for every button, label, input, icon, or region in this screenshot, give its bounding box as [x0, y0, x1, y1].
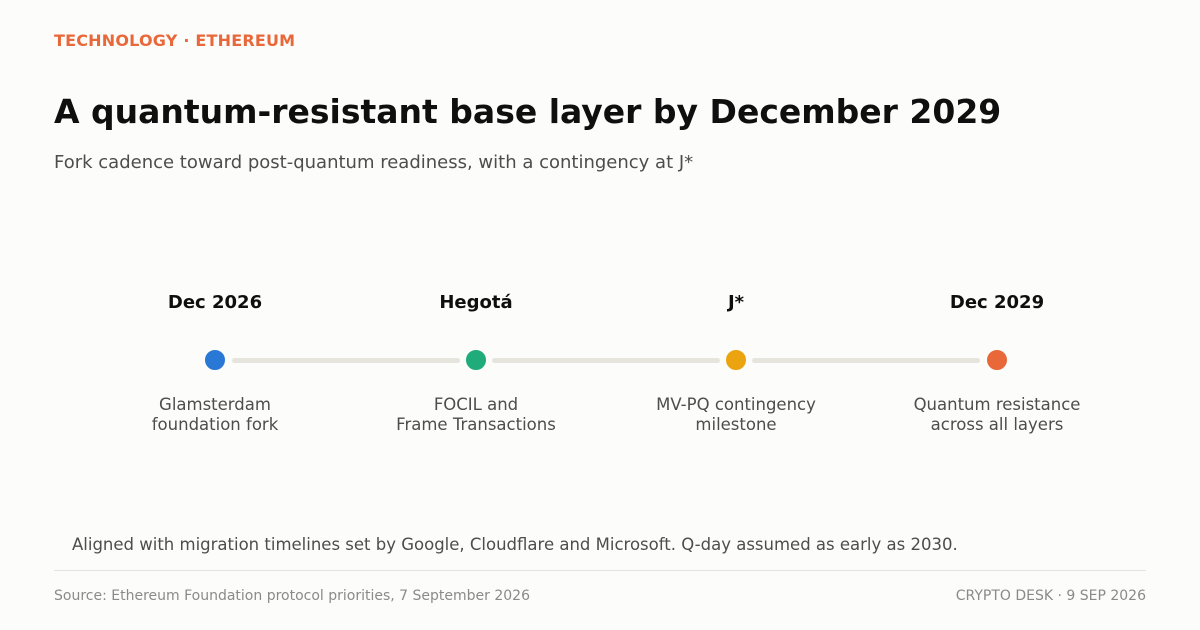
section-kicker: TECHNOLOGY · ETHEREUM [54, 31, 296, 50]
milestone-label: J* [727, 292, 745, 313]
milestone-dec-2026: Dec 2026 Glamsterdam foundation fork [95, 290, 335, 434]
milestone-label: Dec 2029 [949, 292, 1045, 313]
milestone-j-star: J* MV-PQ contingency milestone [616, 290, 856, 434]
milestone-marker [724, 348, 748, 372]
timeline-track-segment [492, 358, 720, 363]
milestone-description: FOCIL and Frame Transactions [396, 395, 556, 434]
milestone-description: Quantum resistance across all layers [913, 395, 1081, 434]
milestone-label: Hegotá [439, 292, 513, 313]
milestone-marker [985, 348, 1009, 372]
timeline-track-segment [232, 358, 460, 363]
milestone-hegota: Hegotá FOCIL and Frame Transactions [356, 290, 596, 434]
timeline-track-segment [752, 358, 980, 363]
page-title: A quantum-resistant base layer by Decemb… [54, 92, 1002, 131]
milestone-marker [203, 348, 227, 372]
milestone-dec-2029: Dec 2029 Quantum resistance across all l… [877, 290, 1117, 434]
desk-dateline: CRYPTO DESK · 9 SEP 2026 [955, 588, 1146, 604]
milestone-description: Glamsterdam foundation fork [151, 395, 279, 434]
footer-divider [54, 570, 1146, 571]
milestone-description: MV-PQ contingency milestone [656, 395, 816, 434]
milestone-marker [464, 348, 488, 372]
page-subtitle: Fork cadence toward post-quantum readine… [54, 152, 694, 173]
source-credit: Source: Ethereum Foundation protocol pri… [54, 588, 530, 604]
milestone-label: Dec 2026 [167, 292, 263, 313]
footnote: Aligned with migration timelines set by … [72, 535, 958, 554]
